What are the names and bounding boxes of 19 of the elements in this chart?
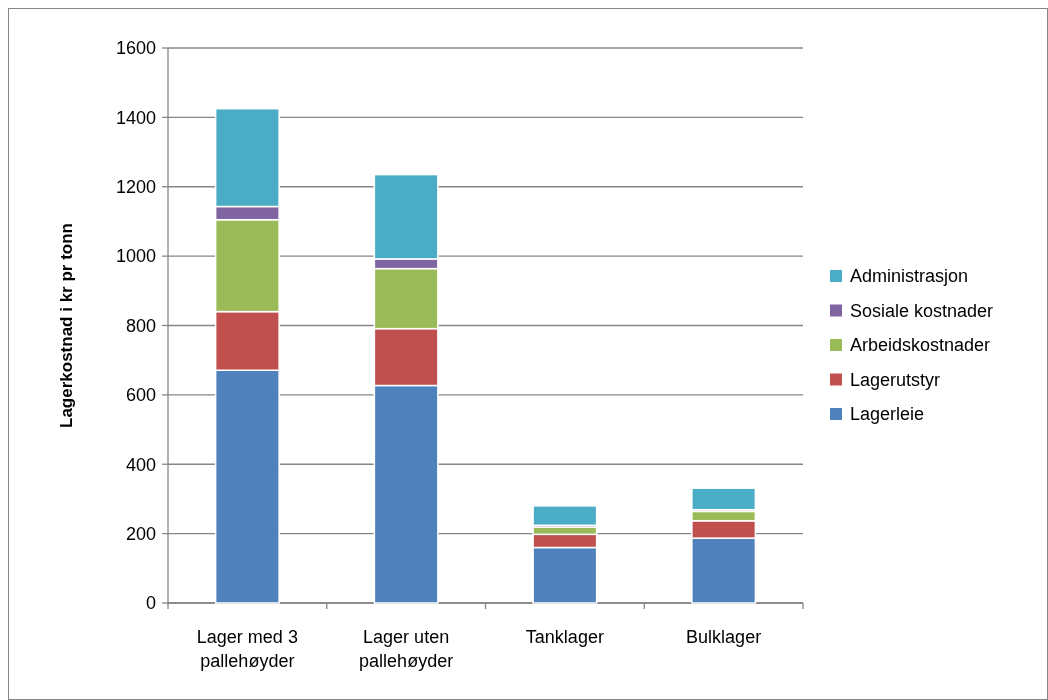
x-tick-label: Lager med 3 pallehøyder <box>196 627 298 671</box>
x-tick-label: Tanklager <box>525 627 604 647</box>
y-tick-label: 0 <box>145 593 156 614</box>
y-tick-label: 400 <box>125 454 156 475</box>
legend-label: Lagerutstyr <box>850 369 941 390</box>
y-tick-label: 1000 <box>115 246 156 267</box>
legend-label: Lagerleie <box>850 404 925 425</box>
y-tick-label: 1200 <box>115 177 156 198</box>
y-tick-label: 600 <box>125 385 156 406</box>
x-tick-label: Bulklager <box>686 627 762 647</box>
y-tick-label: 1600 <box>115 38 156 59</box>
y-axis-title: Lagerkostnad i kr pr tonn <box>57 223 76 428</box>
legend-label: Sosiale kostnader <box>850 300 994 321</box>
y-tick-label: 1400 <box>115 107 156 128</box>
legend-label: Arbeidskostnader <box>850 335 991 356</box>
x-tick-label: Lager uten pallehøyder <box>359 627 454 671</box>
y-tick-label: 800 <box>125 315 156 336</box>
y-tick-label: 200 <box>125 523 156 544</box>
legend-label: Administrasjon <box>850 266 969 287</box>
